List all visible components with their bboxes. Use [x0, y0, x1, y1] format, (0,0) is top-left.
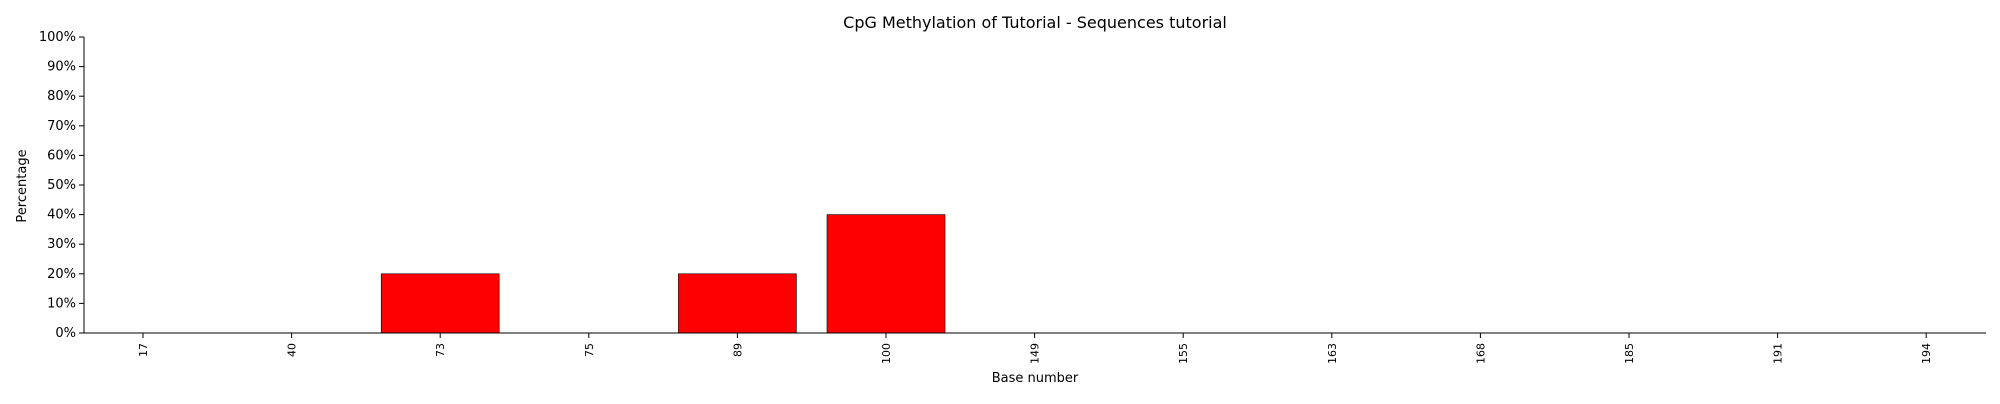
y-tick-label: 60% — [47, 148, 76, 163]
y-axis-label: Percentage — [15, 149, 30, 222]
bar — [678, 273, 797, 334]
x-tick-label: 163 — [1326, 343, 1339, 364]
y-tick-label: 40% — [47, 208, 76, 223]
x-axis-label: Base number — [992, 371, 1079, 386]
x-tick-label: 17 — [137, 343, 150, 357]
x-tick-label: 89 — [731, 343, 744, 357]
y-tick-label: 80% — [47, 89, 76, 104]
y-tick-label: 100% — [39, 30, 76, 45]
x-tick-label: 40 — [286, 343, 299, 357]
y-tick-label: 20% — [47, 267, 76, 282]
bars-group — [380, 214, 946, 334]
y-tick-label: 30% — [47, 237, 76, 252]
y-tick-label: 90% — [47, 60, 76, 75]
x-tick-label: 168 — [1474, 343, 1487, 364]
x-tick-label: 191 — [1772, 343, 1785, 364]
bar — [380, 273, 500, 334]
x-axis-ticks: 17 40 73 75 89 100 149 155 163 168 185 191 194 — [137, 333, 1933, 364]
y-tick-label: 50% — [47, 178, 76, 193]
x-tick-label: 149 — [1029, 343, 1042, 364]
y-tick-label: 10% — [47, 296, 76, 311]
y-tick-label: 0% — [55, 326, 76, 341]
x-tick-label: 100 — [880, 343, 893, 364]
y-tick-label: 70% — [47, 119, 76, 134]
x-tick-label: 73 — [434, 343, 447, 357]
y-axis-ticks: 0% 10% 20% 30% 40% 50% 60% 70% 80% 90% 100% — [39, 30, 84, 341]
x-tick-label: 185 — [1623, 343, 1636, 364]
x-tick-label: 155 — [1177, 343, 1190, 364]
x-tick-label: 75 — [583, 343, 596, 357]
chart-title: CpG Methylation of Tutorial - Sequences … — [843, 13, 1227, 32]
x-tick-label: 194 — [1920, 343, 1933, 364]
bar — [826, 214, 946, 334]
